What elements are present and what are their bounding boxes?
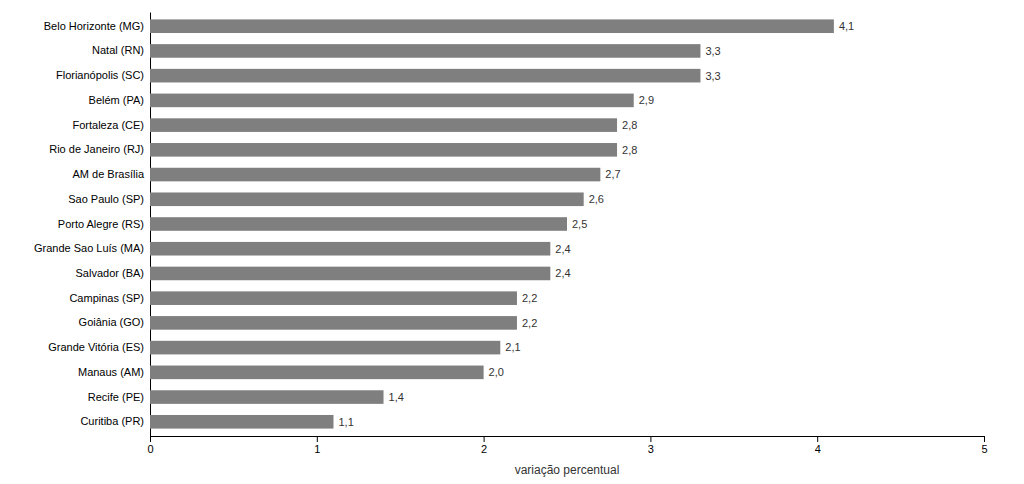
tick-mark bbox=[317, 436, 318, 442]
tick: 2 bbox=[481, 436, 487, 455]
tick: 5 bbox=[981, 436, 987, 455]
bar bbox=[150, 291, 517, 305]
bar bbox=[150, 267, 550, 281]
bar bbox=[150, 415, 333, 429]
tick-label: Campinas (SP) bbox=[69, 292, 144, 304]
bar bbox=[150, 44, 700, 58]
data-labels: 4,13,33,32,92,82,82,72,62,52,42,42,22,22… bbox=[338, 20, 854, 428]
tick: Curitiba (PR) bbox=[80, 415, 144, 427]
bar bbox=[150, 94, 634, 108]
data-label: 1,4 bbox=[389, 391, 404, 403]
bar bbox=[150, 69, 700, 83]
data-label: 2,2 bbox=[522, 292, 537, 304]
tick-label: 3 bbox=[648, 443, 654, 455]
tick: Sao Paulo (SP) bbox=[68, 193, 144, 205]
tick-mark bbox=[650, 436, 651, 442]
data-label: 3,3 bbox=[705, 45, 720, 57]
tick-label: Florianópolis (SC) bbox=[56, 69, 144, 81]
tick-label: Grande Vitória (ES) bbox=[48, 341, 144, 353]
data-label: 1,1 bbox=[338, 416, 353, 428]
tick-mark bbox=[984, 436, 985, 442]
tick: Belo Horizonte (MG) bbox=[44, 20, 144, 32]
axis-title: variação percentual bbox=[515, 463, 620, 477]
plot: 0 1 2 3 4 5 Belo Horizonte (MG) Natal (RN) Flori… bbox=[34, 13, 988, 478]
data-label: 2,2 bbox=[522, 317, 537, 329]
data-label: 2,8 bbox=[622, 119, 637, 131]
tick: Rio de Janeiro (RJ) bbox=[49, 143, 144, 155]
data-label: 2,1 bbox=[505, 341, 520, 353]
tick-label: 0 bbox=[147, 443, 153, 455]
bar bbox=[150, 366, 484, 380]
tick-mark bbox=[817, 436, 818, 442]
value-axis: 0 1 2 3 4 5 bbox=[147, 436, 987, 455]
tick: Campinas (SP) bbox=[69, 292, 144, 304]
tick: AM de Brasília bbox=[72, 168, 144, 180]
bar bbox=[150, 19, 834, 33]
tick-label: Natal (RN) bbox=[92, 44, 144, 56]
tick: Salvador (BA) bbox=[76, 267, 144, 279]
tick-label: Belo Horizonte (MG) bbox=[44, 20, 144, 32]
data-label: 2,5 bbox=[572, 218, 587, 230]
bar bbox=[150, 143, 617, 157]
tick-label: Grande Sao Luís (MA) bbox=[34, 242, 144, 254]
bar bbox=[150, 192, 584, 206]
tick: Fortaleza (CE) bbox=[72, 119, 144, 131]
tick-mark bbox=[150, 436, 151, 442]
tick: Florianópolis (SC) bbox=[56, 69, 144, 81]
tick: Recife (PE) bbox=[88, 391, 144, 403]
tick-label: Belém (PA) bbox=[89, 94, 144, 106]
tick: 3 bbox=[648, 436, 654, 455]
tick-label: Curitiba (PR) bbox=[80, 415, 144, 427]
tick-label: Salvador (BA) bbox=[76, 267, 144, 279]
data-label: 2,6 bbox=[589, 193, 604, 205]
tick-label: Manaus (AM) bbox=[78, 366, 144, 378]
tick-label: Fortaleza (CE) bbox=[72, 119, 144, 131]
tick-label: Sao Paulo (SP) bbox=[68, 193, 144, 205]
tick: Belém (PA) bbox=[89, 94, 144, 106]
data-label: 2,7 bbox=[605, 168, 620, 180]
tick-label: Goiânia (GO) bbox=[79, 316, 144, 328]
bars bbox=[150, 19, 834, 428]
data-label: 2,9 bbox=[639, 94, 654, 106]
tick: Grande Sao Luís (MA) bbox=[34, 242, 144, 254]
axis-line bbox=[151, 437, 985, 443]
tick-label: Rio de Janeiro (RJ) bbox=[49, 143, 144, 155]
bar bbox=[150, 168, 600, 182]
tick: Porto Alegre (RS) bbox=[58, 218, 144, 230]
tick-label: AM de Brasília bbox=[72, 168, 144, 180]
tick: 0 bbox=[147, 436, 153, 455]
data-label: 2,4 bbox=[555, 243, 570, 255]
bar bbox=[150, 316, 517, 330]
tick: Natal (RN) bbox=[92, 44, 144, 56]
bar bbox=[150, 242, 550, 256]
bar bbox=[150, 217, 567, 231]
data-label: 3,3 bbox=[705, 70, 720, 82]
tick-label: Recife (PE) bbox=[88, 391, 144, 403]
data-label: 2,4 bbox=[555, 267, 570, 279]
data-label: 2,0 bbox=[489, 366, 504, 378]
tick: 1 bbox=[314, 436, 320, 455]
tick-label: 2 bbox=[481, 443, 487, 455]
tick: Manaus (AM) bbox=[78, 366, 144, 378]
bar bbox=[150, 390, 384, 404]
tick-label: 1 bbox=[314, 443, 320, 455]
tick: Grande Vitória (ES) bbox=[48, 341, 144, 353]
chart: 0 1 2 3 4 5 Belo Horizonte (MG) Natal (RN) Flori… bbox=[0, 0, 1024, 484]
bar bbox=[150, 341, 500, 355]
data-label: 4,1 bbox=[839, 20, 854, 32]
tick-label: 5 bbox=[981, 443, 987, 455]
tick: 4 bbox=[815, 436, 821, 455]
data-label: 2,8 bbox=[622, 144, 637, 156]
tick: Goiânia (GO) bbox=[79, 316, 144, 328]
tick-label: Porto Alegre (RS) bbox=[58, 218, 144, 230]
tick-mark bbox=[484, 436, 485, 442]
tick-label: 4 bbox=[815, 443, 821, 455]
category-axis: Belo Horizonte (MG) Natal (RN) Florianópol… bbox=[34, 13, 151, 437]
bar bbox=[150, 118, 617, 132]
